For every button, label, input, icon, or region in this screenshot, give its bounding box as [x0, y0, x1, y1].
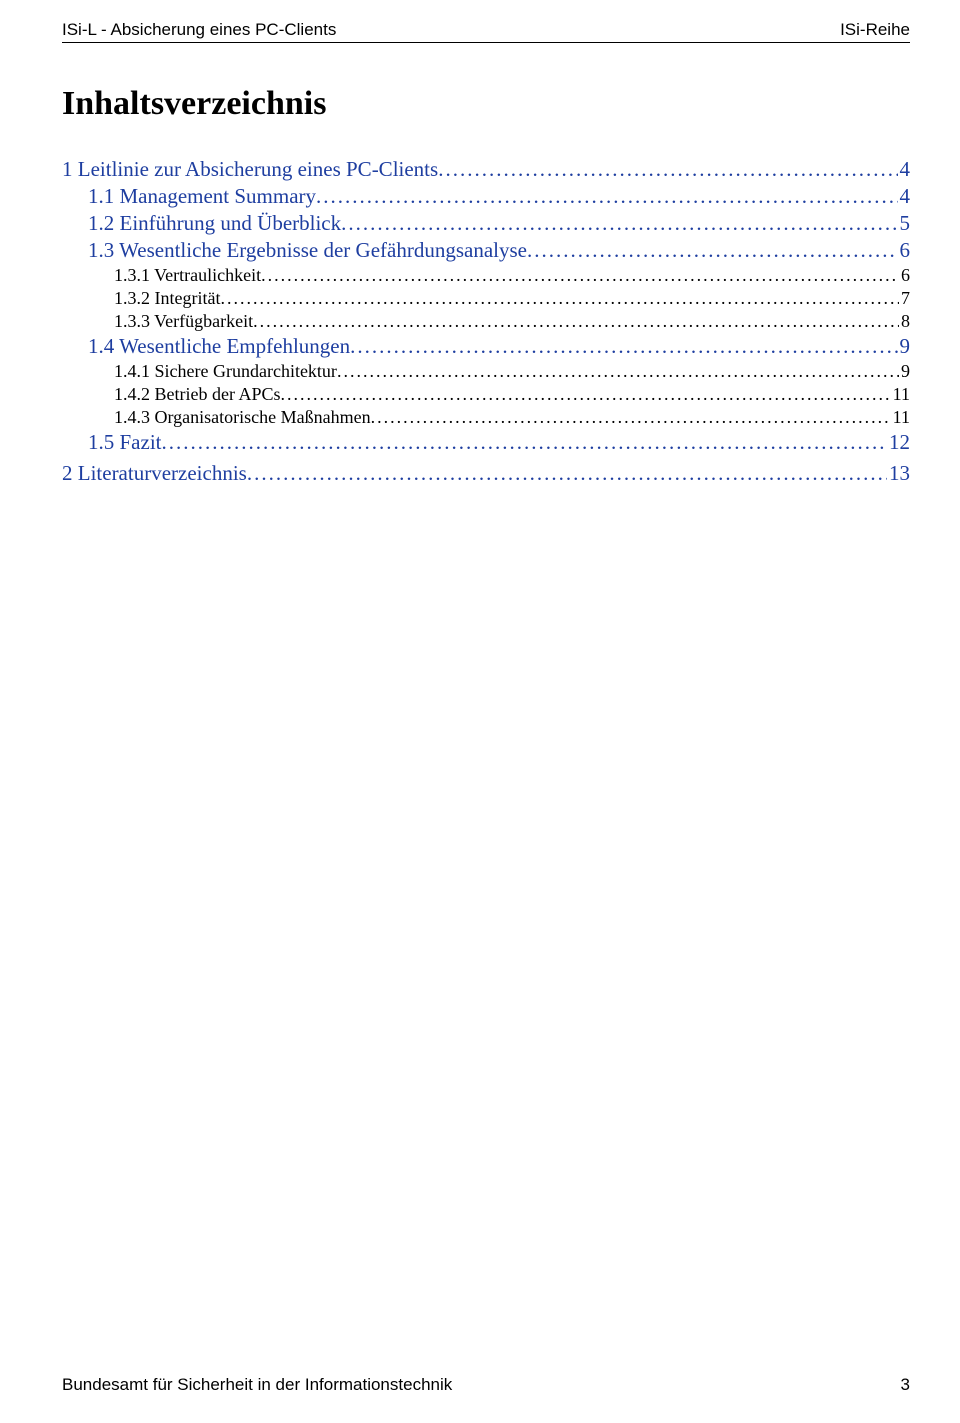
toc-entry-label: 1.3 Wesentliche Ergebnisse der Gefährdun… [88, 238, 527, 263]
toc-entry-label: 1.4.3 Organisatorische Maßnahmen [114, 407, 371, 428]
footer-left: Bundesamt für Sicherheit in der Informat… [62, 1375, 452, 1395]
toc-leader-dots [247, 461, 887, 486]
toc-entry-page: 6 [899, 265, 910, 286]
toc-entry-page: 8 [899, 311, 910, 332]
toc-entry-page: 12 [887, 430, 910, 455]
page-header: ISi-L - Absicherung eines PC-Clients ISi… [62, 20, 910, 42]
toc-entry-page: 4 [898, 184, 911, 209]
toc-entry-page: 11 [891, 384, 910, 405]
page-title: Inhaltsverzeichnis [62, 85, 910, 123]
toc-entry-label: 1.4.2 Betrieb der APCs [114, 384, 281, 405]
footer-right: 3 [901, 1375, 910, 1395]
toc-entry-page: 6 [898, 238, 911, 263]
toc-entry-label: 1.3.3 Verfügbarkeit [114, 311, 253, 332]
toc-leader-dots [253, 311, 899, 332]
toc-leader-dots [341, 211, 897, 236]
toc-leader-dots [438, 157, 897, 182]
toc-entry[interactable]: 1.1 Management Summary 4 [62, 184, 910, 209]
header-left: ISi-L - Absicherung eines PC-Clients [62, 20, 336, 40]
toc-entry-page: 13 [887, 461, 910, 486]
toc-entry[interactable]: 1.4 Wesentliche Empfehlungen 9 [62, 334, 910, 359]
toc-entry[interactable]: 1.5 Fazit 12 [62, 430, 910, 455]
toc-entry-page: 9 [898, 334, 911, 359]
header-rule [62, 42, 910, 43]
toc-entry-label: 1.1 Management Summary [88, 184, 316, 209]
toc-entry-page: 9 [899, 361, 910, 382]
toc-entry-label: 1.5 Fazit [88, 430, 162, 455]
toc-entry[interactable]: 1.3.2 Integrität 7 [62, 288, 910, 309]
toc-leader-dots [281, 384, 891, 405]
toc-leader-dots [371, 407, 891, 428]
toc-entry[interactable]: 2 Literaturverzeichnis 13 [62, 461, 910, 486]
toc-leader-dots [316, 184, 897, 209]
toc-entry-page: 5 [898, 211, 911, 236]
toc-entry[interactable]: 1.3.3 Verfügbarkeit 8 [62, 311, 910, 332]
toc-leader-dots [220, 288, 899, 309]
toc-entry-label: 2 Literaturverzeichnis [62, 461, 247, 486]
toc-entry-page: 11 [891, 407, 910, 428]
toc-entry-label: 1.2 Einführung und Überblick [88, 211, 341, 236]
toc-entry[interactable]: 1.2 Einführung und Überblick 5 [62, 211, 910, 236]
toc-leader-dots [261, 265, 899, 286]
toc-entry[interactable]: 1 Leitlinie zur Absicherung eines PC-Cli… [62, 157, 910, 182]
toc-entry[interactable]: 1.4.1 Sichere Grundarchitektur 9 [62, 361, 910, 382]
toc-entry[interactable]: 1.3.1 Vertraulichkeit 6 [62, 265, 910, 286]
table-of-contents: 1 Leitlinie zur Absicherung eines PC-Cli… [62, 151, 910, 488]
spacer [62, 488, 910, 1375]
toc-leader-dots [337, 361, 899, 382]
toc-entry-label: 1.3.1 Vertraulichkeit [114, 265, 261, 286]
toc-entry[interactable]: 1.4.2 Betrieb der APCs 11 [62, 384, 910, 405]
header-right: ISi-Reihe [840, 20, 910, 40]
toc-leader-dots [350, 334, 897, 359]
toc-entry-page: 4 [898, 157, 911, 182]
page-footer: Bundesamt für Sicherheit in der Informat… [62, 1375, 910, 1395]
toc-entry[interactable]: 1.3 Wesentliche Ergebnisse der Gefährdun… [62, 238, 910, 263]
toc-entry[interactable]: 1.4.3 Organisatorische Maßnahmen 11 [62, 407, 910, 428]
toc-entry-label: 1.3.2 Integrität [114, 288, 220, 309]
toc-entry-page: 7 [899, 288, 910, 309]
toc-leader-dots [162, 430, 888, 455]
document-page: ISi-L - Absicherung eines PC-Clients ISi… [0, 0, 960, 1423]
toc-leader-dots [527, 238, 898, 263]
toc-entry-label: 1.4.1 Sichere Grundarchitektur [114, 361, 337, 382]
toc-entry-label: 1.4 Wesentliche Empfehlungen [88, 334, 350, 359]
toc-entry-label: 1 Leitlinie zur Absicherung eines PC-Cli… [62, 157, 438, 182]
